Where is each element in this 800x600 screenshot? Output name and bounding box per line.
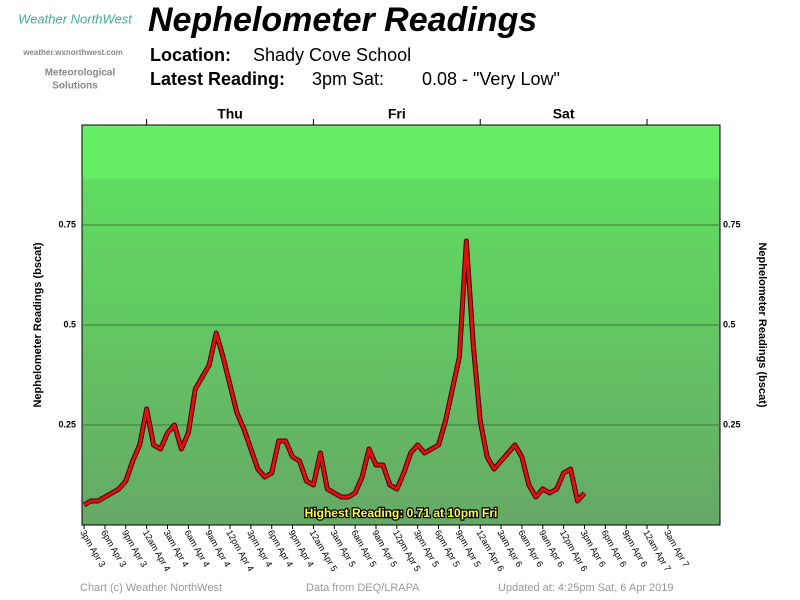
latest-value: 0.08 - "Very Low" bbox=[422, 69, 560, 89]
chart-title: Nephelometer Readings bbox=[148, 1, 537, 39]
footer-updated: Updated at: 4:25pm Sat, 6 Apr 2019 bbox=[498, 582, 674, 594]
footer-copyright: Chart (c) Weather NorthWest bbox=[80, 582, 222, 594]
y-tick-label: 0.75 bbox=[723, 219, 741, 229]
y-axis-label: Nephelometer Readings (bscat) bbox=[32, 242, 44, 407]
day-label: Fri bbox=[388, 106, 406, 122]
y-tick-label: 0.75 bbox=[58, 219, 76, 229]
logo-tagline: Meteorological bbox=[45, 68, 116, 79]
location-label: Location: bbox=[150, 45, 231, 65]
annotation: Highest Reading: 0.71 at 10pm Fri bbox=[305, 506, 498, 520]
footer-source: Data from DEQ/LRAPA bbox=[306, 582, 420, 594]
logo: Weather NorthWest weather.wxnorthwest.co… bbox=[18, 11, 133, 91]
day-label: Thu bbox=[217, 106, 243, 122]
location: Shady Cove School bbox=[253, 45, 411, 65]
line bbox=[83, 239, 586, 507]
y-tick-label: 0.5 bbox=[63, 319, 76, 329]
logo-url: weather.wxnorthwest.com bbox=[22, 48, 123, 57]
latest-label: Latest Reading: bbox=[150, 69, 285, 89]
logo-tagline: Solutions bbox=[52, 81, 98, 92]
y-tick-label: 0.5 bbox=[723, 319, 736, 329]
logo-name: Weather NorthWest bbox=[18, 11, 133, 26]
y-axis-label: Nephelometer Readings (bscat) bbox=[756, 242, 768, 407]
latest-time: 3pm Sat: bbox=[312, 69, 384, 89]
day-label: Sat bbox=[553, 106, 575, 122]
y-tick-label: 0.25 bbox=[723, 419, 741, 429]
y-tick-label: 0.25 bbox=[58, 419, 76, 429]
